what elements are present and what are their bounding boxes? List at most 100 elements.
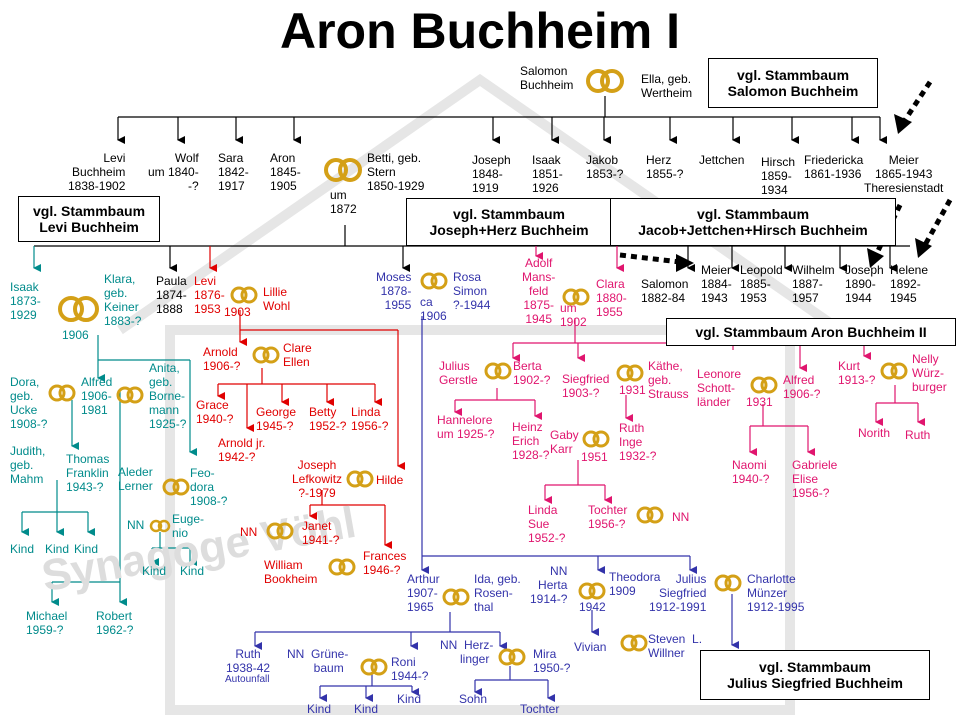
person-ruth-jr[interactable]: Ruth xyxy=(905,428,931,442)
person-roni[interactable]: Roni 1944-? xyxy=(391,655,429,683)
person-kind[interactable]: Kind xyxy=(397,692,422,706)
ref-box-joseph-herz[interactable]: vgl. Stammbaum Joseph+Herz Buchheim xyxy=(406,198,612,246)
person-tochter[interactable]: Tochter 1956-? xyxy=(588,503,628,531)
person-wolf[interactable]: Wolf um 1840- -? xyxy=(148,151,199,193)
person-kaethe[interactable]: Käthe, geb. Strauss xyxy=(648,359,689,401)
person-siegfried[interactable]: Siegfried 1903-? xyxy=(562,372,610,400)
person-steven[interactable]: Steven L. Willner xyxy=(648,632,703,660)
person-nn-herzlinger[interactable]: NN Herz- linger xyxy=(440,638,494,666)
person-feodora[interactable]: Feo- dora 1908-? xyxy=(190,466,228,508)
person-clara[interactable]: Clara 1880- 1955 xyxy=(596,277,627,319)
person-joseph-jr[interactable]: Joseph 1890- 1944 xyxy=(845,263,884,305)
person-charlotte[interactable]: Charlotte Münzer 1912-1995 xyxy=(747,572,805,614)
person-kind[interactable]: Kind xyxy=(307,702,332,716)
person-nn-herta[interactable]: NN Herta 1914-? xyxy=(530,564,568,606)
ref-box-jacob[interactable]: vgl. Stammbaum Jacob+Jettchen+Hirsch Buc… xyxy=(610,198,896,246)
person-levi[interactable]: Levi Buchheim 1838-1902 xyxy=(68,151,126,193)
person-michael[interactable]: Michael 1959-? xyxy=(26,609,68,637)
person-jakob[interactable]: Jakob 1853-? xyxy=(586,153,624,181)
ref-box-julius[interactable]: vgl. Stammbaum Julius Siegfried Buchheim xyxy=(700,650,930,700)
person-kind[interactable]: Kind xyxy=(142,564,167,578)
person-jettchen[interactable]: Jettchen xyxy=(699,153,745,167)
person-salomon-jr[interactable]: Salomon 1882-84 xyxy=(641,277,689,305)
person-moses[interactable]: Moses 1878- 1955 xyxy=(376,270,412,312)
person-ella[interactable]: Ella, geb. Wertheim xyxy=(641,72,693,100)
person-helene[interactable]: Helene 1892- 1945 xyxy=(890,263,929,305)
person-arnold[interactable]: Arnold 1906-? xyxy=(203,345,241,373)
person-hannelore[interactable]: Hannelore um 1925-? xyxy=(437,413,495,441)
person-george[interactable]: George 1945-? xyxy=(256,405,297,433)
person-salomon[interactable]: Salomon Buchheim xyxy=(520,64,574,92)
person-klara[interactable]: Klara, geb. Keiner 1883-? xyxy=(104,272,142,328)
ref-box-levi[interactable]: vgl. Stammbaum Levi Buchheim xyxy=(18,196,160,242)
person-mira[interactable]: Mira 1950-? xyxy=(533,647,571,675)
person-hirsch[interactable]: Hirsch 1859- 1934 xyxy=(761,155,796,197)
person-paula[interactable]: Paula 1874- 1888 xyxy=(156,274,187,316)
person-robert[interactable]: Robert 1962-? xyxy=(96,609,134,637)
person-naomi[interactable]: Naomi 1940-? xyxy=(732,458,770,486)
person-eugenio[interactable]: Euge- nio xyxy=(172,512,205,540)
person-betty[interactable]: Betty 1952-? xyxy=(309,405,347,433)
person-frances[interactable]: Frances 1946-? xyxy=(363,549,407,577)
person-tochter[interactable]: Tochter xyxy=(520,702,560,716)
person-hilde[interactable]: Hilde xyxy=(376,473,404,487)
person-nn[interactable]: NN xyxy=(672,510,690,524)
person-meier[interactable]: Meier 1865-1943 Theresienstadt xyxy=(864,153,944,195)
person-julius-siegfried[interactable]: Julius Siegfried 1912-1991 xyxy=(649,572,707,614)
person-heinz[interactable]: Heinz Erich 1928-? xyxy=(512,420,550,462)
person-kurt[interactable]: Kurt 1913-? xyxy=(838,359,876,387)
person-aron[interactable]: Aron 1845- 1905 xyxy=(270,151,301,193)
person-julius-gerstle[interactable]: Julius Gerstle xyxy=(439,359,478,387)
person-isaak[interactable]: Isaak 1851- 1926 xyxy=(532,153,563,195)
person-nn[interactable]: NN xyxy=(127,518,145,532)
person-adolf[interactable]: Adolf Mans- feld 1875- 1945 xyxy=(522,256,556,326)
person-dora[interactable]: Dora, geb. Ucke 1908-? xyxy=(10,375,48,431)
person-nelly[interactable]: Nelly Würz- burger xyxy=(912,352,947,394)
person-alfred-jr[interactable]: Alfred 1906-? xyxy=(783,373,821,401)
person-kind[interactable]: Kind xyxy=(74,542,99,556)
person-herz[interactable]: Herz 1855-? xyxy=(646,153,684,181)
person-ida[interactable]: Ida, geb. Rosen- thal xyxy=(474,572,521,614)
person-alfred[interactable]: Alfred 1906- 1981 xyxy=(81,375,113,417)
person-meier-jr[interactable]: Meier 1884- 1943 xyxy=(701,263,732,305)
person-aleder[interactable]: Aleder Lerner xyxy=(118,465,153,493)
person-leopold[interactable]: Leopold 1885- 1953 xyxy=(740,263,783,305)
person-judith[interactable]: Judith, geb. Mahm xyxy=(10,444,46,486)
person-joseph-lefkowitz[interactable]: Joseph Lefkowitz ?-1979 xyxy=(292,458,343,500)
person-lillie[interactable]: Lillie Wohl xyxy=(263,285,291,313)
person-betti[interactable]: Betti, geb. Stern 1850-1929 xyxy=(367,151,425,193)
person-clare[interactable]: Clare Ellen xyxy=(283,341,312,369)
person-sara[interactable]: Sara 1842- 1917 xyxy=(218,151,249,193)
person-berta[interactable]: Berta 1902-? xyxy=(513,359,551,387)
person-grace[interactable]: Grace 1940-? xyxy=(196,398,234,426)
person-levi-jr[interactable]: Levi 1876- 1953 xyxy=(194,274,225,316)
person-ruth-inge[interactable]: Ruth Inge 1932-? xyxy=(619,421,657,463)
person-sohn[interactable]: Sohn xyxy=(459,692,488,706)
person-joseph[interactable]: Joseph 1848- 1919 xyxy=(472,153,511,195)
person-kind[interactable]: Kind xyxy=(10,542,35,556)
person-isaak-jr[interactable]: Isaak 1873- 1929 xyxy=(10,280,41,322)
person-kind[interactable]: Kind xyxy=(354,702,379,716)
person-anita[interactable]: Anita, geb. Borne- mann 1925-? xyxy=(149,361,187,431)
person-gaby[interactable]: Gaby Karr xyxy=(550,428,579,456)
person-janet[interactable]: Janet 1941-? xyxy=(302,519,340,547)
person-linda-sue[interactable]: Linda Sue 1952-? xyxy=(528,503,566,545)
person-william[interactable]: William Bookheim xyxy=(264,558,318,586)
person-wilhelm[interactable]: Wilhelm 1887- 1957 xyxy=(792,263,835,305)
person-thomas[interactable]: Thomas Franklin 1943-? xyxy=(66,452,110,494)
person-nn[interactable]: NN xyxy=(240,525,258,539)
person-nn-gruenebaum[interactable]: NN Grüne- baum xyxy=(287,647,349,675)
person-arnold-jr[interactable]: Arnold jr. 1942-? xyxy=(218,436,266,464)
person-vivian[interactable]: Vivian xyxy=(574,640,607,654)
person-leonore[interactable]: Leonore Schott- länder xyxy=(697,367,742,409)
person-linda[interactable]: Linda 1956-? xyxy=(351,405,389,433)
person-norith[interactable]: Norith xyxy=(858,426,891,440)
person-friedericka[interactable]: Friedericka 1861-1936 xyxy=(804,153,864,181)
person-theodora[interactable]: Theodora 1909 xyxy=(609,570,661,598)
person-ruth-blue[interactable]: Ruth 1938-42 xyxy=(226,647,271,675)
ref-box-salomon[interactable]: vgl. Stammbaum Salomon Buchheim xyxy=(708,58,878,108)
person-arthur[interactable]: Arthur 1907- 1965 xyxy=(407,572,440,614)
person-gabriele[interactable]: Gabriele Elise 1956-? xyxy=(792,458,838,500)
ref-box-aron-ii[interactable]: vgl. Stammbaum Aron Buchheim II xyxy=(666,318,956,346)
person-kind[interactable]: Kind xyxy=(180,564,205,578)
